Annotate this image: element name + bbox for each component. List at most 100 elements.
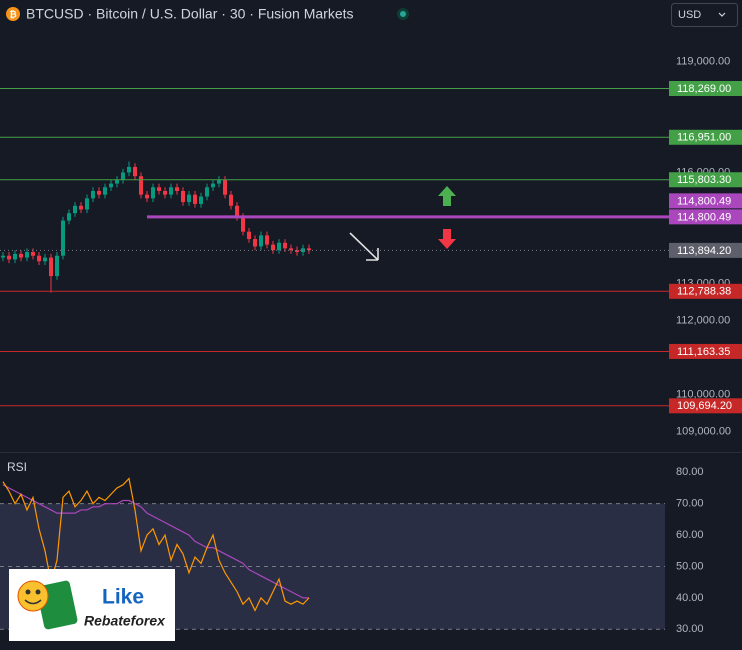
candle-body <box>295 250 299 253</box>
up-arrow <box>438 186 456 206</box>
candle-body <box>241 216 245 232</box>
candle-body <box>151 187 155 199</box>
level-label-box <box>669 283 742 299</box>
candle-body <box>43 257 47 262</box>
candle-body <box>1 255 5 258</box>
dropdown-caret[interactable] <box>718 12 726 17</box>
symbol-title: BTCUSD · Bitcoin / U.S. Dollar · 30 · Fu… <box>26 6 354 22</box>
current-price-label: 113,894.20 <box>677 245 731 257</box>
candle-body <box>265 235 269 245</box>
candle-body <box>145 194 149 199</box>
candle-body <box>67 213 71 221</box>
candle-body <box>199 196 203 204</box>
candle-body <box>181 190 185 203</box>
rsi-tick-label: 40.00 <box>676 592 704 604</box>
candle-body <box>253 239 257 247</box>
logo-face <box>17 580 49 612</box>
bitcoin-icon <box>6 7 20 21</box>
level-label: 112,788.38 <box>677 286 731 298</box>
candle-body <box>211 183 215 188</box>
level-label-box <box>669 193 742 209</box>
rsi-line <box>2 484 309 599</box>
y-tick-label: 110,000.00 <box>676 388 730 400</box>
candle-body <box>193 194 197 204</box>
logo-eye <box>35 589 41 595</box>
layer-marks <box>0 88 669 612</box>
candle-body <box>91 190 95 199</box>
current-price-box <box>669 242 742 258</box>
status-dot <box>400 11 406 17</box>
candle-body <box>115 179 119 184</box>
candle-body <box>31 252 35 256</box>
candle-body <box>247 231 251 240</box>
candle-body <box>283 242 287 249</box>
candle-body <box>13 253 17 260</box>
level-label-box <box>669 343 742 359</box>
candle-body <box>187 194 191 203</box>
rsi-tick-label: 80.00 <box>676 466 704 478</box>
candle-body <box>19 253 23 258</box>
candle-body <box>157 187 161 191</box>
candle-body <box>133 166 137 177</box>
level-label-box <box>669 81 742 97</box>
candle-body <box>301 248 305 253</box>
logo-eye <box>25 589 31 595</box>
candle-body <box>73 205 77 214</box>
candle-body <box>109 183 113 188</box>
rsi-tick-label: 70.00 <box>676 498 704 510</box>
candle-body <box>139 176 143 195</box>
logo-smile <box>24 599 42 605</box>
level-label: 115,803.30 <box>677 174 731 186</box>
level-label: 111,163.35 <box>677 346 730 358</box>
y-tick-label: 109,000.00 <box>676 425 731 437</box>
candle-body <box>223 179 227 195</box>
candle-body <box>7 255 11 260</box>
candle-body <box>97 190 101 195</box>
level-label: 114,800.49 <box>677 195 731 207</box>
level-label: 109,694.20 <box>677 400 732 412</box>
header: ₿ BTCUSD · Bitcoin / U.S. Dollar · 30 · … <box>6 3 738 27</box>
candle-body <box>205 187 209 197</box>
logo-word: Like <box>102 586 144 609</box>
candle-body <box>121 172 125 180</box>
down-arrow <box>438 229 456 249</box>
logo: Like Rebateforex <box>9 569 175 641</box>
candle-body <box>85 198 89 210</box>
y-tick-label: 119,000.00 <box>676 55 730 67</box>
level-label-box <box>669 172 742 188</box>
level-label: 114,800.49 <box>677 211 731 223</box>
candle-body <box>259 235 263 247</box>
candle-body <box>289 248 293 251</box>
y-tick-label: 112,000.00 <box>676 314 730 326</box>
candle-body <box>235 205 239 217</box>
candle-body <box>37 255 41 262</box>
candle-body <box>271 244 275 251</box>
candle-body <box>175 187 179 191</box>
candle-body <box>79 205 83 210</box>
rsi-tick-label: 30.00 <box>676 623 704 635</box>
candle-body <box>277 242 281 251</box>
candle-body <box>25 252 29 258</box>
candle-body <box>163 190 167 195</box>
level-label-box <box>669 129 742 145</box>
rsi-title: RSI <box>7 460 27 474</box>
candle-body <box>229 194 233 206</box>
level-label: 118,269.00 <box>677 83 731 95</box>
candle-body <box>169 187 173 195</box>
candle-body <box>127 166 131 173</box>
candle-body <box>103 187 107 195</box>
rsi-tick-label: 50.00 <box>676 560 704 572</box>
trend-arrow <box>349 232 379 261</box>
bitcoin-symbol: ₿ <box>9 9 16 19</box>
currency-label[interactable]: USD <box>678 9 701 21</box>
level-label-box <box>669 209 742 225</box>
annotations <box>349 186 456 261</box>
candle-body <box>61 220 65 256</box>
rsi-tick-label: 60.00 <box>676 529 704 541</box>
candle-body <box>217 179 221 184</box>
level-label: 116,951.00 <box>677 132 731 144</box>
layer-labels: 118,269.00 116,951.00 115,803.30 114,800.49… <box>7 81 742 474</box>
currency-select[interactable] <box>671 3 738 27</box>
